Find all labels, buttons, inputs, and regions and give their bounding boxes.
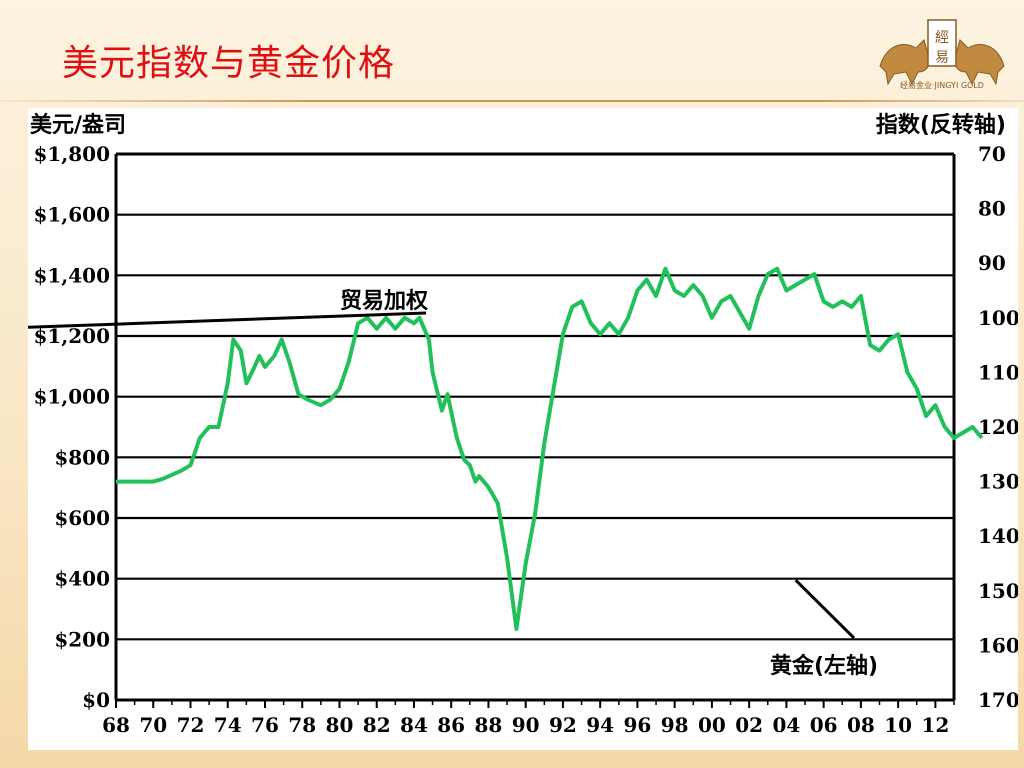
x-tick-label: 94 — [586, 713, 614, 737]
left-tick-label: $1,000 — [33, 385, 110, 409]
x-tick-label: 96 — [624, 713, 652, 737]
x-tick-label: 70 — [139, 713, 167, 737]
right-axis-title: 指数(反转轴) — [876, 112, 1006, 138]
logo-caption: 经易金业·JINGYI GOLD — [900, 81, 984, 90]
left-tick-label: $800 — [54, 445, 110, 469]
x-tick-label: 76 — [251, 713, 279, 737]
right-tick-label: 80 — [978, 197, 1006, 221]
right-tick-label: 150 — [978, 579, 1018, 603]
x-tick-label: 86 — [437, 713, 465, 737]
left-tick-label: $400 — [54, 567, 110, 591]
right-tick-label: 70 — [978, 142, 1006, 166]
x-tick-label: 02 — [735, 713, 763, 737]
left-tick-label: $200 — [54, 627, 110, 651]
x-tick-label: 92 — [549, 713, 577, 737]
chart-svg: 美元/盎司 指数(反转轴) $1,800$1,600$1,400$1,200$1… — [28, 112, 1018, 737]
x-tick-label: 08 — [847, 713, 875, 737]
left-tick-label: $600 — [54, 506, 110, 530]
gold-annotation-leader — [794, 579, 856, 640]
dollar-annotation-label: 贸易加权 — [340, 288, 429, 314]
x-tick-label: 82 — [363, 713, 391, 737]
dollar-index-line — [116, 266, 984, 631]
x-tick-label: 72 — [177, 713, 205, 737]
right-tick-label: 130 — [978, 470, 1018, 494]
right-tick-label: 140 — [978, 524, 1018, 548]
x-tick-label: 68 — [102, 713, 130, 737]
right-tick-label: 90 — [978, 251, 1006, 275]
right-tick-label: 120 — [978, 415, 1018, 439]
logo-glyph-1: 經 — [935, 30, 949, 46]
x-tick-label: 84 — [400, 713, 428, 737]
left-tick-label: $1,400 — [33, 263, 110, 287]
right-tick-label: 110 — [978, 360, 1018, 384]
title-divider — [0, 100, 1024, 102]
x-tick-label: 90 — [512, 713, 540, 737]
x-tick-label: 12 — [921, 713, 949, 737]
jingyi-logo: 經 易 — [879, 19, 1005, 86]
slide-title: 美元指数与黄金价格 — [62, 43, 396, 84]
logo-glyph-2: 易 — [935, 50, 949, 66]
left-tick-label: $1,800 — [33, 142, 110, 166]
x-tick-label: 00 — [698, 713, 726, 737]
x-tick-label: 98 — [661, 713, 689, 737]
x-tick-label: 88 — [475, 713, 503, 737]
left-tick-label: $0 — [82, 688, 110, 712]
right-tick-label: 160 — [978, 633, 1018, 657]
dollar-annotation-leader — [28, 311, 427, 329]
gold-annotation-label: 黄金(左轴) — [770, 653, 878, 679]
x-tick-label: 80 — [326, 713, 354, 737]
x-tick-label: 04 — [772, 713, 800, 737]
chart-panel: 美元/盎司 指数(反转轴) $1,800 $1,600 $1,400 $1,200 $1… — [28, 108, 1018, 750]
x-tick-label: 78 — [288, 713, 316, 737]
right-tick-label: 170 — [978, 688, 1018, 712]
right-tick-label: 100 — [978, 306, 1018, 330]
x-tick-label: 06 — [810, 713, 838, 737]
x-tick-label: 74 — [214, 713, 242, 737]
x-tick-label: 10 — [884, 713, 912, 737]
left-axis-title: 美元/盎司 — [30, 112, 126, 138]
left-tick-label: $1,600 — [33, 203, 110, 227]
